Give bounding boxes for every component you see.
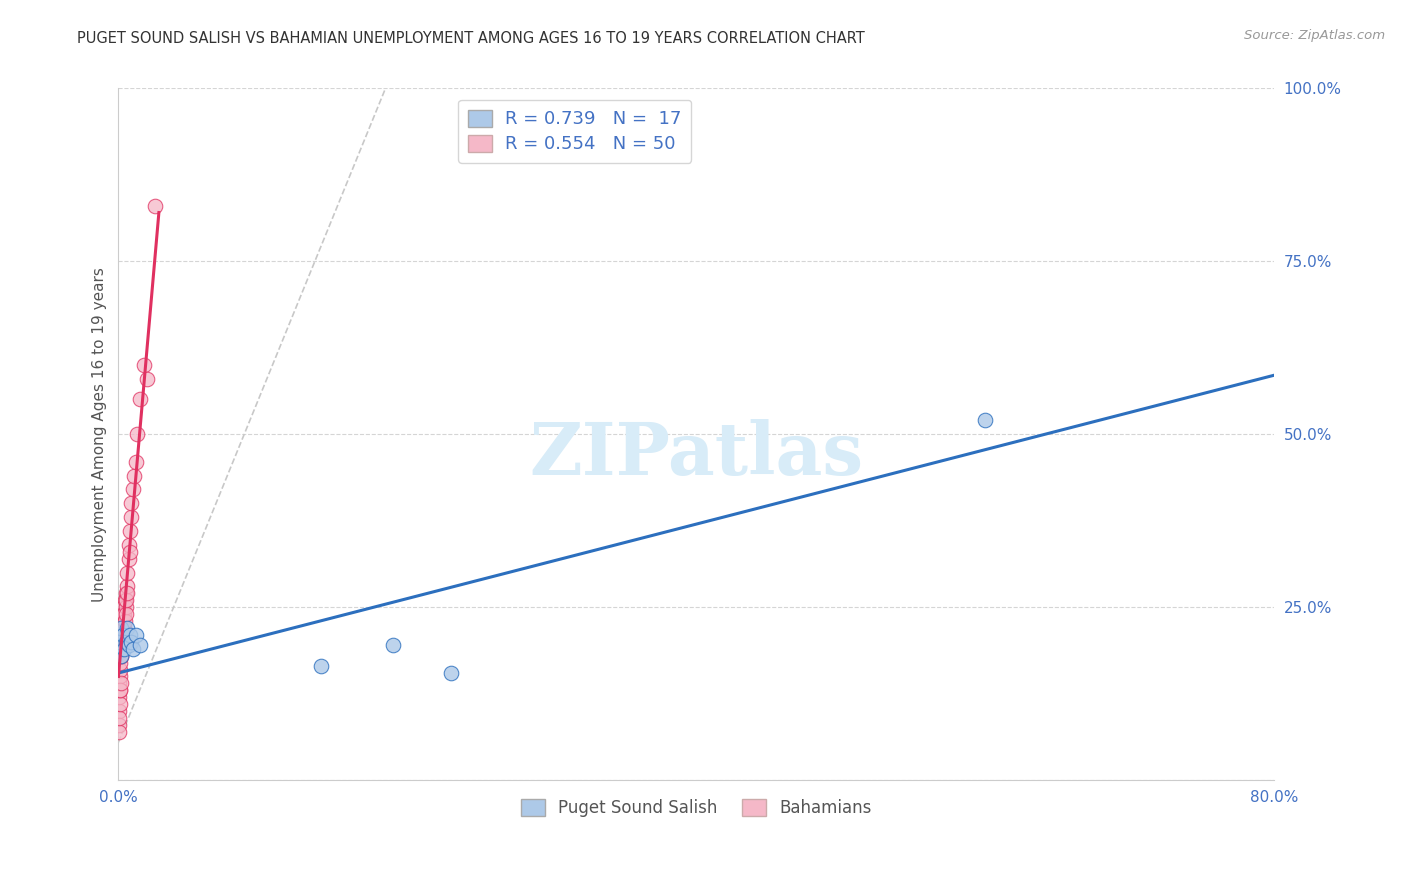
Point [125, 628, 148, 642]
Point [115, 579, 138, 593]
Point [108, 724, 131, 739]
Point [114, 586, 136, 600]
Point [110, 635, 132, 649]
Point [118, 545, 141, 559]
Point [111, 621, 134, 635]
Point [120, 496, 142, 510]
Point [124, 468, 146, 483]
Point [111, 628, 134, 642]
Point [107, 704, 129, 718]
Point [117, 538, 139, 552]
Point [118, 628, 141, 642]
Point [115, 593, 138, 607]
Point [108, 690, 131, 705]
Point [111, 621, 134, 635]
Point [112, 641, 135, 656]
Point [440, 665, 463, 680]
Point [143, 199, 166, 213]
Point [114, 607, 136, 621]
Point [111, 635, 134, 649]
Point [117, 638, 139, 652]
Point [110, 656, 132, 670]
Point [114, 600, 136, 615]
Y-axis label: Unemployment Among Ages 16 to 19 years: Unemployment Among Ages 16 to 19 years [93, 267, 107, 601]
Point [129, 392, 152, 407]
Point [129, 638, 152, 652]
Text: PUGET SOUND SALISH VS BAHAMIAN UNEMPLOYMENT AMONG AGES 16 TO 19 YEARS CORRELATIO: PUGET SOUND SALISH VS BAHAMIAN UNEMPLOYM… [77, 31, 865, 46]
Point [110, 641, 132, 656]
Point [108, 663, 131, 677]
Point [115, 566, 138, 580]
Point [134, 358, 156, 372]
Point [122, 483, 145, 497]
Point [108, 711, 131, 725]
Point [115, 586, 138, 600]
Point [111, 600, 134, 615]
Point [127, 427, 149, 442]
Point [118, 524, 141, 538]
Point [108, 718, 131, 732]
Point [120, 510, 142, 524]
Point [111, 628, 134, 642]
Point [108, 697, 131, 711]
Point [108, 683, 131, 698]
Point [381, 638, 404, 652]
Text: ZIPatlas: ZIPatlas [529, 419, 863, 491]
Point [114, 635, 136, 649]
Point [114, 593, 136, 607]
Point [110, 648, 132, 663]
Point [108, 669, 131, 683]
Point [110, 621, 132, 635]
Point [117, 551, 139, 566]
Point [125, 455, 148, 469]
Point [112, 607, 135, 621]
Point [136, 372, 159, 386]
Point [115, 621, 138, 635]
Point [108, 683, 131, 698]
Point [108, 676, 131, 690]
Legend: Puget Sound Salish, Bahamians: Puget Sound Salish, Bahamians [515, 792, 877, 824]
Text: Source: ZipAtlas.com: Source: ZipAtlas.com [1244, 29, 1385, 42]
Point [111, 641, 134, 656]
Point [114, 614, 136, 628]
Point [110, 648, 132, 663]
Point [974, 413, 997, 427]
Point [112, 614, 135, 628]
Point [309, 659, 332, 673]
Point [112, 621, 135, 635]
Point [108, 635, 131, 649]
Point [122, 641, 145, 656]
Point [120, 635, 142, 649]
Point [110, 676, 132, 690]
Point [110, 648, 132, 663]
Point [112, 607, 135, 621]
